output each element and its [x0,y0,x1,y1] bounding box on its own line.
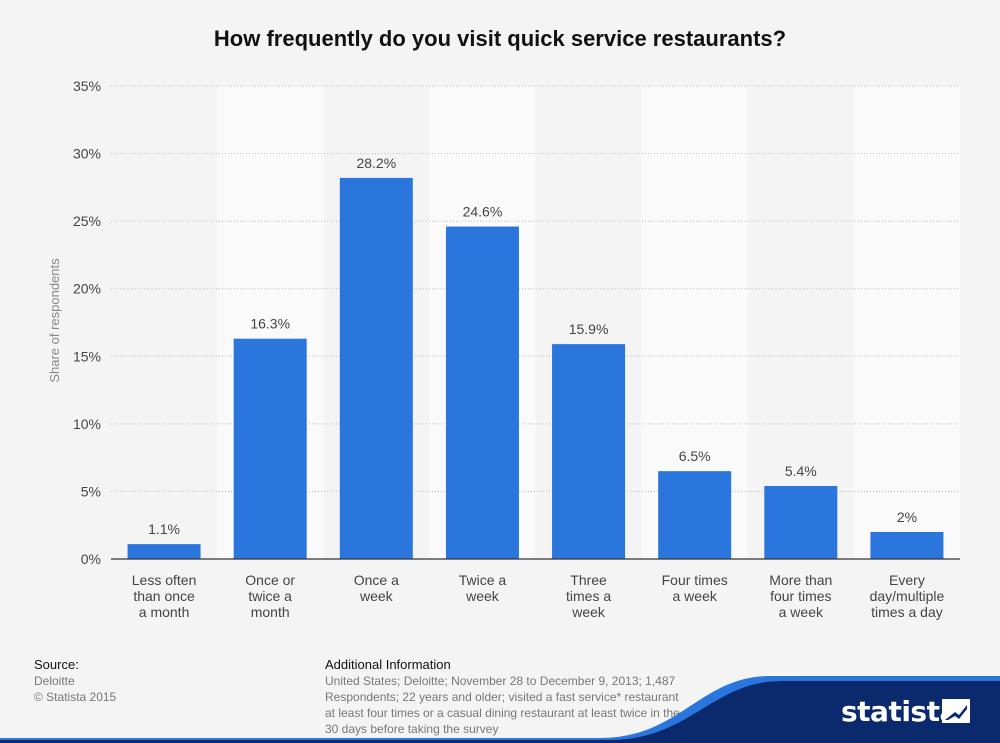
bar[interactable] [552,344,626,559]
y-tick-label: 25% [73,213,101,229]
x-tick-label: a week [779,604,824,620]
data-label: 5.4% [785,463,817,479]
additional-info-line: at least four times or a casual dining r… [325,706,680,720]
x-tick-label: four times [770,588,831,604]
data-label: 1.1% [148,521,180,537]
x-tick-label: Every [889,572,925,588]
bar[interactable] [339,177,413,559]
statista-logo-icon[interactable] [942,699,970,723]
y-tick-label: 20% [73,281,101,297]
y-tick-label: 10% [73,416,101,432]
chart-title: How frequently do you visit quick servic… [213,26,787,51]
x-tick-label: a month [139,604,190,620]
x-tick-label: More than [769,572,832,588]
x-tick-label: times a [566,588,611,604]
bar-chart: 0% 5% 10% 15% 20% 25% 30% 35% 1.1% Less oftenthan… [47,78,960,620]
source-block: Source: Deloitte © Statista 2015 [34,657,116,705]
x-tick-label: times a day [871,604,943,620]
bar[interactable] [127,544,201,559]
data-label: 28.2% [356,155,396,171]
data-label: 2% [897,509,917,525]
x-tick-label: week [465,588,500,604]
x-tick-label: Three [570,572,607,588]
x-tick-label: Once or [245,572,295,588]
additional-info-line: 30 days before taking the survey [325,722,499,736]
data-label: 24.6% [463,204,503,220]
additional-info-line: Respondents; 22 years and older; visited… [325,690,679,704]
x-tick-label: Less often [132,572,197,588]
data-label: 16.3% [250,316,290,332]
source-heading: Source: [34,657,79,672]
source-line: Deloitte [34,674,75,688]
data-label: 15.9% [569,321,609,337]
x-tick-label: Once a [354,572,399,588]
x-tick-label: week [359,588,394,604]
x-tick-label: day/multiple [870,588,945,604]
y-tick-label: 5% [81,483,101,499]
statista-logo-text[interactable]: statista [841,695,958,728]
x-tick-label: Four times [662,572,728,588]
additional-info-block: Additional Information United States; De… [325,657,745,737]
bar[interactable] [658,471,732,559]
bar[interactable] [233,338,307,559]
plot-band [853,86,960,559]
additional-info-heading: Additional Information [325,657,451,672]
additional-info-line: United States; Deloitte; November 28 to … [325,674,676,688]
x-tick-label: month [251,604,290,620]
y-tick-label: 30% [73,146,101,162]
x-tick-label: than once [133,588,195,604]
x-tick-label: week [571,604,606,620]
data-label: 6.5% [679,448,711,464]
y-tick-label: 15% [73,348,101,364]
x-tick-label: a week [673,588,718,604]
y-tick-label: 35% [73,78,101,94]
bar[interactable] [870,531,944,559]
bar[interactable] [445,226,519,559]
y-tick-label: 0% [81,551,101,567]
bar[interactable] [764,486,838,559]
x-tick-label: twice a [248,588,292,604]
x-tick-label: Twice a [459,572,507,588]
y-axis-title: Share of respondents [47,258,62,383]
source-line: © Statista 2015 [34,690,117,704]
